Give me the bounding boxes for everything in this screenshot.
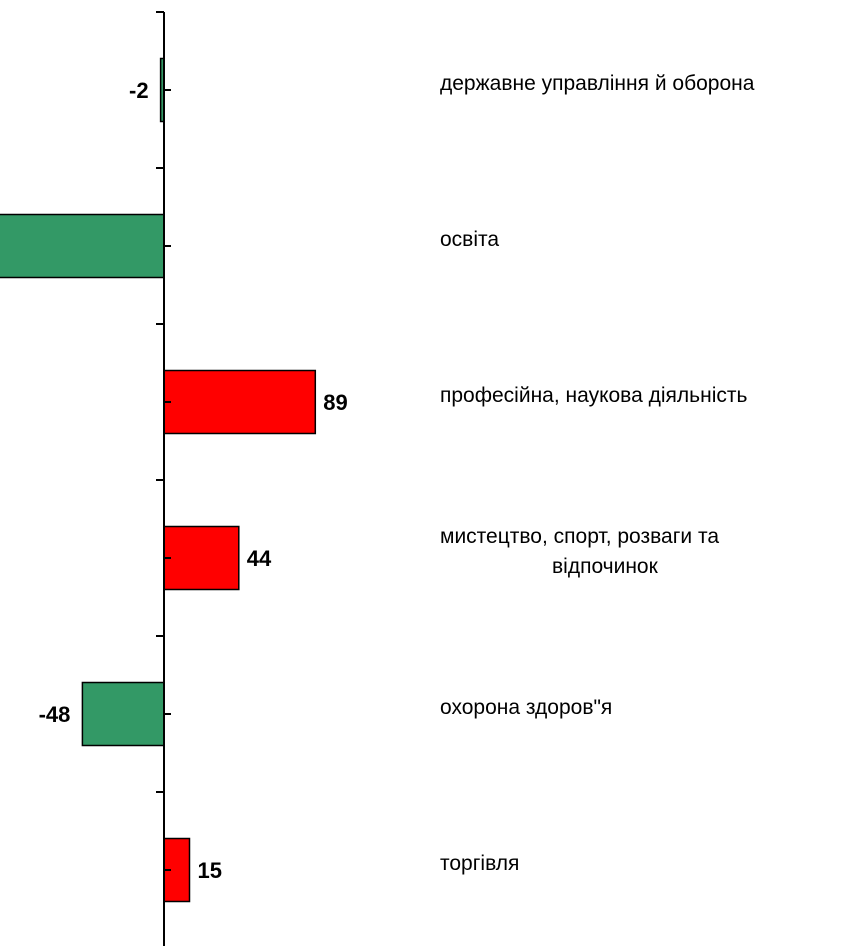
category-label-line: торгівля — [440, 852, 520, 875]
category-label-line: державне управління й оборона — [440, 72, 755, 95]
category-label: охорона здоров"я — [440, 693, 856, 723]
category-label-line: охорона здоров"я — [440, 696, 613, 719]
data-label: 15 — [198, 858, 222, 883]
data-labels-group: -2 89 44 -48 15 — [39, 78, 348, 883]
bar — [81, 681, 165, 747]
category-axis — [156, 11, 171, 946]
data-label: 44 — [247, 546, 272, 571]
category-label: професійна, наукова діяльність — [440, 381, 856, 411]
bar — [163, 369, 317, 435]
category-label-line: професійна, наукова діяльність — [440, 384, 748, 407]
category-label: мистецтво, спорт, розваги та відпочинок — [440, 522, 856, 582]
category-label-line: освіта — [440, 228, 500, 251]
category-label: торгівля — [440, 849, 856, 879]
category-label: освіта — [440, 225, 856, 255]
bar — [0, 213, 165, 279]
data-label: -48 — [39, 702, 71, 727]
bars-group — [0, 57, 317, 903]
bar — [163, 525, 240, 591]
data-label: 89 — [323, 390, 347, 415]
category-label: державне управління й оборона — [440, 69, 856, 99]
category-label-line: мистецтво, спорт, розваги та — [440, 525, 720, 548]
data-label: -2 — [129, 78, 149, 103]
category-label-line: відпочинок — [552, 555, 658, 578]
